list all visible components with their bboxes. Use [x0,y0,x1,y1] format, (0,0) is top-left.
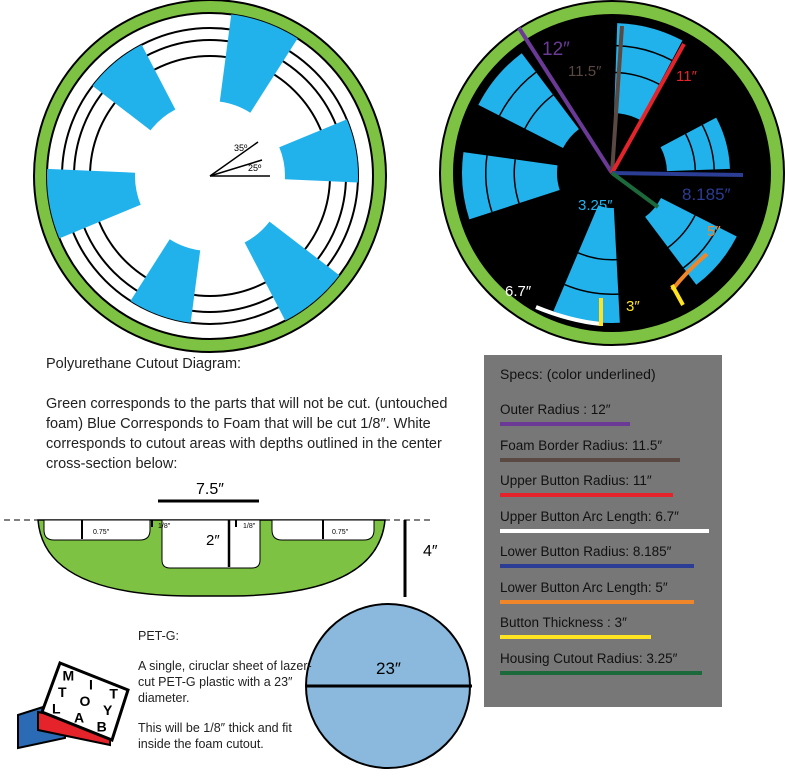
logo-letter: Y [103,702,113,718]
right-pad-divider [667,214,696,249]
spec-label: Upper Button Arc Length: 6.7″ [500,508,679,524]
left-pad-6 [244,221,340,321]
specs-panel: Specs: (color underlined) Outer Radius :… [484,355,722,707]
cross-section-diagram: 7.5″ 0.75″ 1/8″ 2″ 1/8″ 0.75″ 4″ [4,481,438,597]
logo-letter: O [80,693,91,709]
petg-text-block: PET-G: A single, ciruclar sheet of lazer… [138,628,313,766]
eighth-label-left: 1/8″ [158,523,171,530]
spec-label: Button Thickness : 3″ [500,615,627,630]
cutout-center [161,519,261,569]
border-radius-line [610,25,624,174]
right-pad-divider [577,252,617,261]
label-housing: 3.25″ [578,197,613,214]
logo-letter: B [97,718,107,734]
depth-label-left: 0.75″ [93,529,110,536]
spec-underline [500,564,695,568]
right-pad-divider [701,124,715,170]
spec-underline [500,457,680,462]
spec-label: Outer Radius : 12″ [500,402,611,417]
diameter-label: 23″ [376,659,401,678]
angle-ray-c [209,159,263,177]
spec-underline [500,599,695,604]
specs-title: Specs: (color underlined) [500,366,656,382]
spec-label: Lower Button Arc Length: 5″ [500,579,668,595]
logo-letter: T [109,686,118,702]
right-pad-3 [478,53,579,149]
angle-label-a: 35º [234,143,248,153]
logo-letter: A [74,709,84,725]
spec-underline [500,635,652,639]
left-pad-5 [130,239,201,323]
housing-radius-line [610,171,660,209]
petg-disc: 23″ [305,603,472,769]
right-pad-6 [645,197,737,285]
label-outer: 12″ [542,39,570,60]
cube-top [40,661,130,742]
label-border: 11.5″ [568,63,602,80]
right-pad-divider [513,159,520,204]
caption-body: Green corresponds to the parts that will… [46,396,448,472]
right-pad-divider [683,226,719,269]
right-pad-divider [684,133,697,171]
left-wheel-diagram: 35º 25º [33,0,387,353]
thickness-mark-right [670,284,685,306]
right-wheel-diagram: 12″ 11.5″ 11″ 8.185″ 3.25″ 5″ 6.7″ 3″ [439,0,785,346]
spec-label: Lower Button Radius: 8.185″ [500,544,672,559]
left-pad-2 [219,14,298,113]
center-depth-label: 2″ [206,532,220,549]
spec-underline [500,670,702,675]
lower-radius-line [611,171,744,177]
spec-label: Upper Button Radius: 11″ [500,473,652,488]
logo-letter: T [58,684,67,700]
left-pad-4 [47,168,141,239]
angle-label-b: 25º [248,163,262,173]
logo-letter: I [89,677,93,693]
right-pad-divider [524,94,554,129]
spec-underline [500,422,630,426]
label-upper-arc: 6.7″ [505,283,532,300]
width-label: 7.5″ [196,481,224,498]
petg-title: PET-G: [138,629,179,643]
spec-underline [500,493,673,497]
right-pad-divider [485,155,493,213]
angle-ray-a [209,141,259,177]
petg-description: A single, ciruclar sheet of lazer-cut PE… [138,659,312,705]
label-upper-radius: 11″ [676,68,698,85]
spec-label: Housing Cutout Radius: 3.25″ [500,650,678,666]
left-pad-3 [92,44,176,131]
logo-letter: M [62,668,74,684]
spec-label: Foam Border Radius: 11.5″ [500,437,663,453]
upper-radius-line [610,43,686,174]
label-lower-radius: 8.185″ [682,185,731,204]
depth-label-right: 0.75″ [332,529,349,536]
right-pad-divider [564,283,619,295]
logo-letter: L [52,700,61,716]
petg-thickness-note: This will be 1/8″ thick and fit inside t… [138,721,292,751]
left-pad-1 [279,119,358,183]
cutout-left [43,519,151,541]
height-label: 4″ [423,543,438,560]
caption-block: Polyurethane Cutout Diagram: Green corre… [46,354,466,474]
spec-underline [500,528,709,533]
label-lower-arc: 5″ [707,223,721,240]
left-blue-pads [47,14,358,323]
eighth-label-right: 1/8″ [243,523,256,530]
label-thickness: 3″ [626,298,640,315]
right-pad-divider [498,71,537,117]
outer-radius-line [517,26,614,175]
upper-arc-mark [535,305,602,326]
caption-title: Polyurethane Cutout Diagram: [46,356,242,372]
right-blue-pads [461,23,737,324]
